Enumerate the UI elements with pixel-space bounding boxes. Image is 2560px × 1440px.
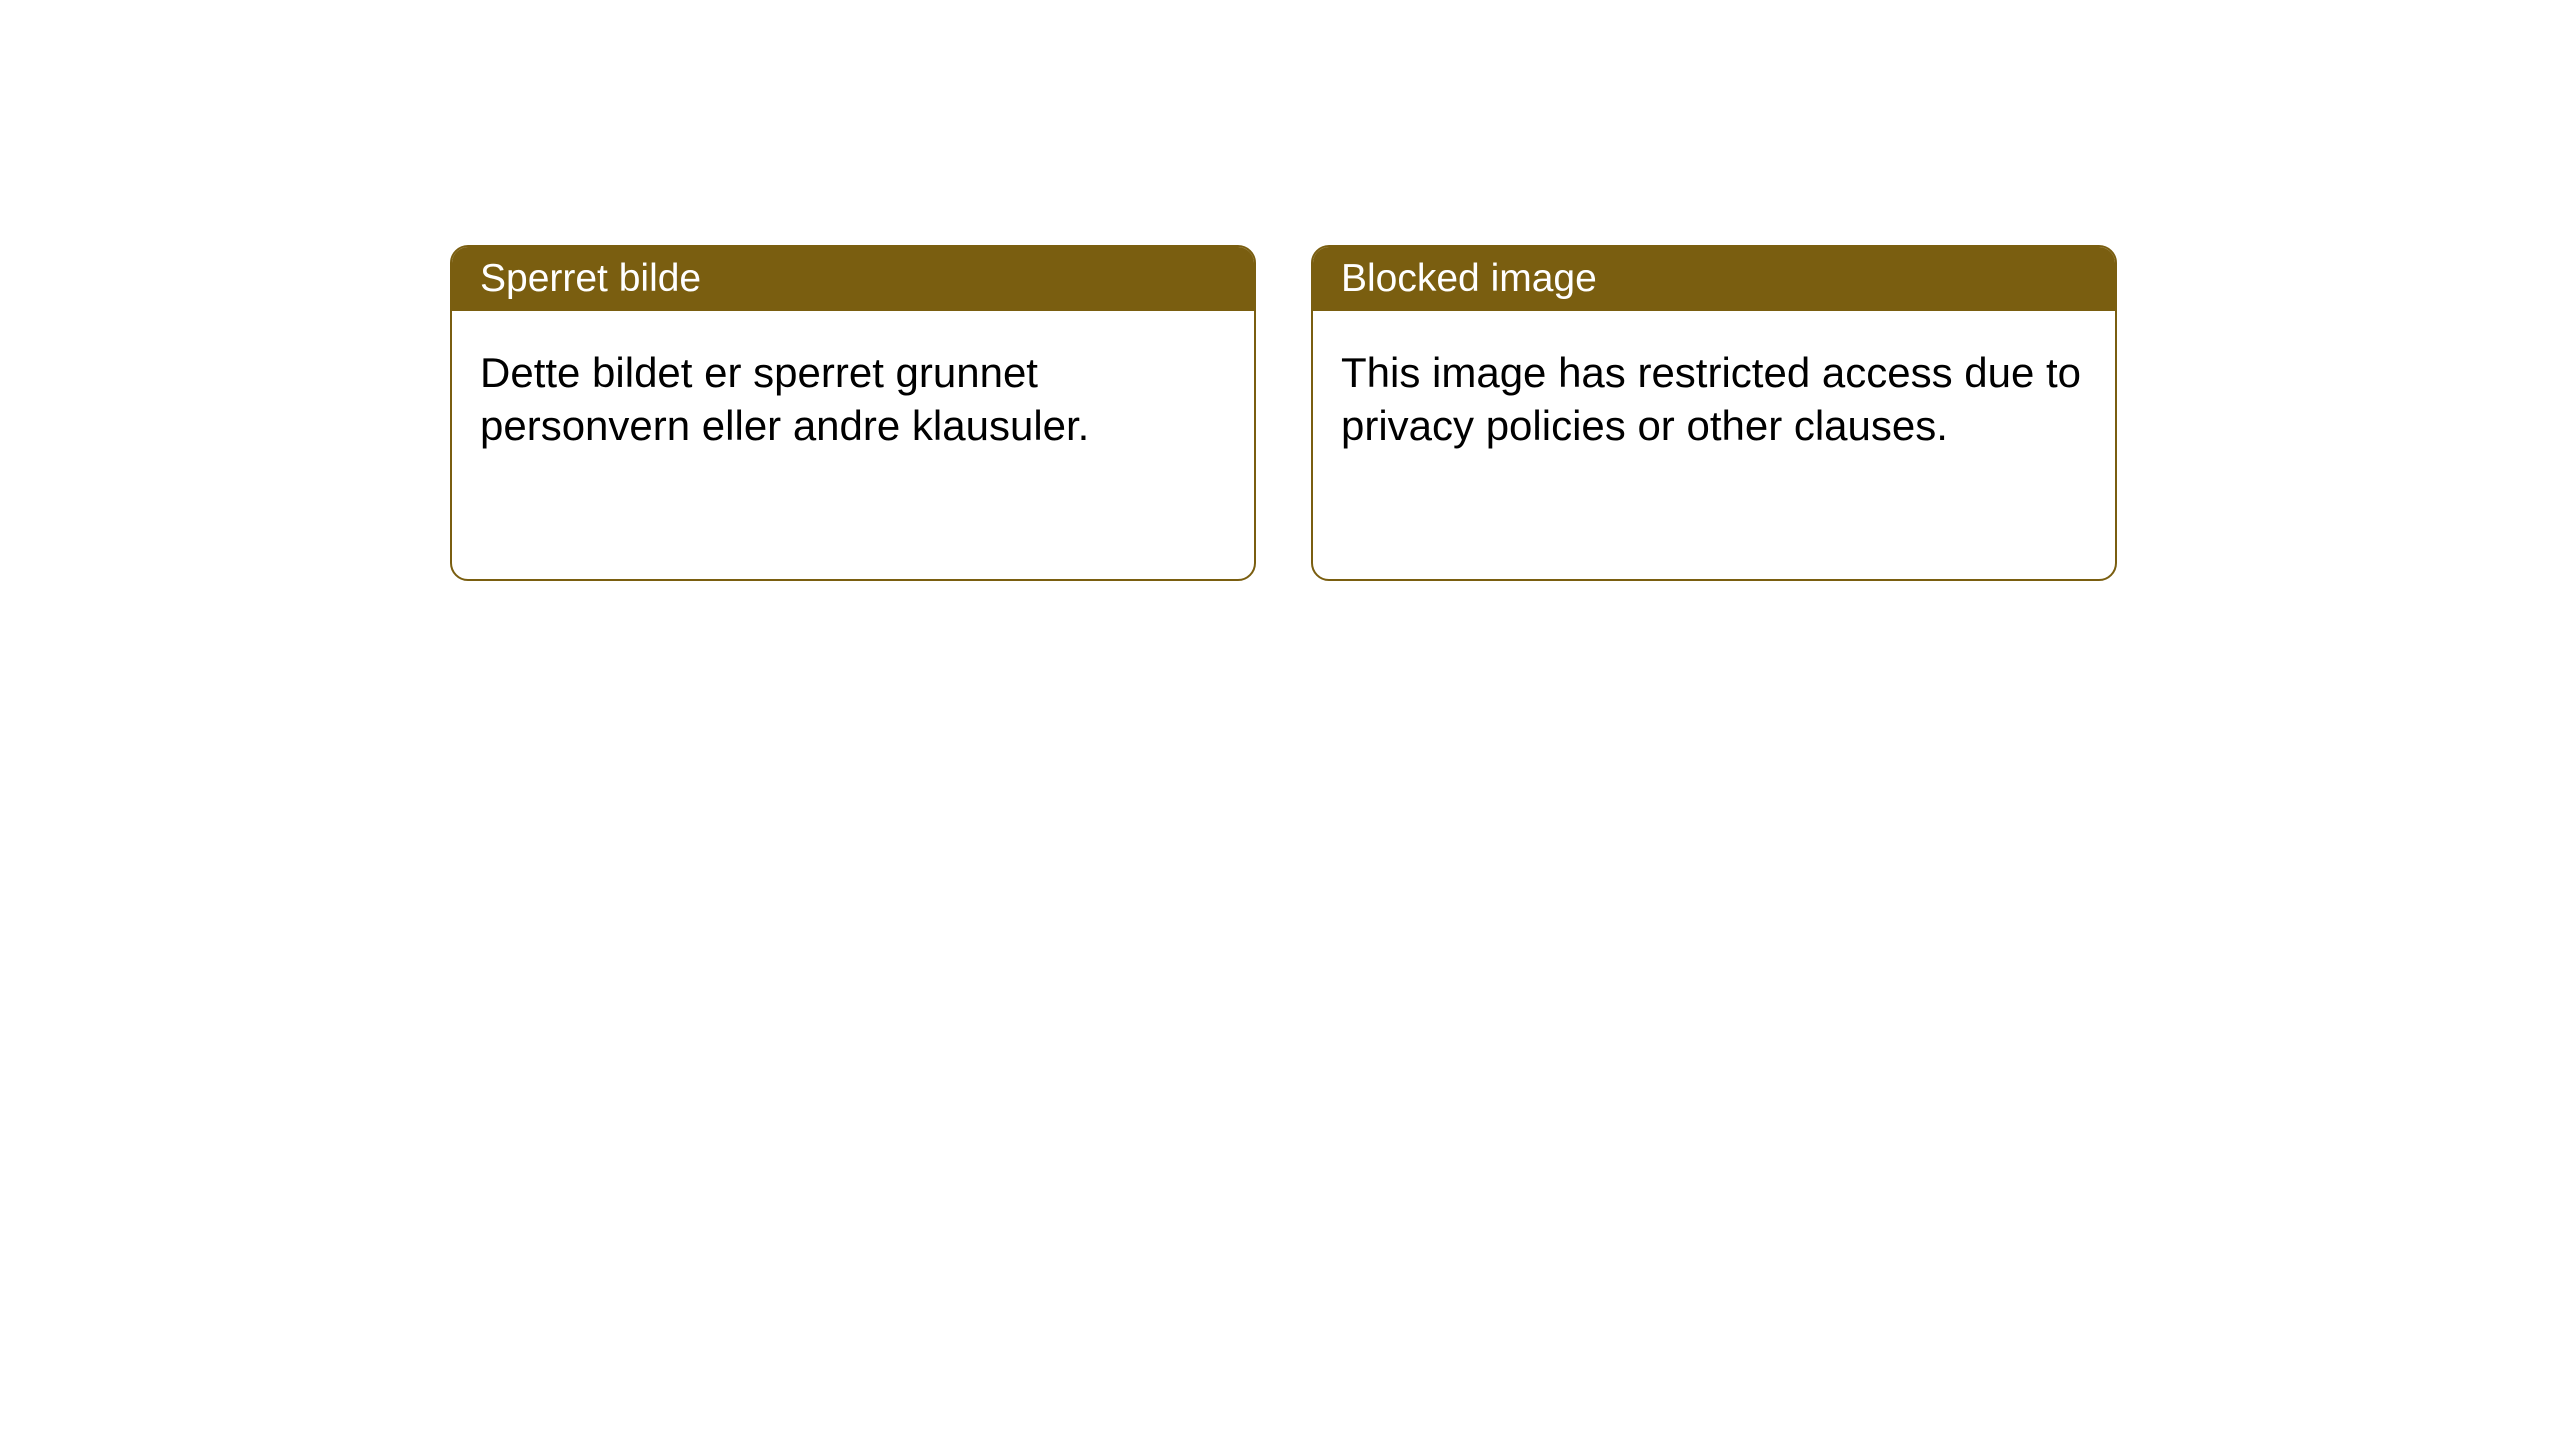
notice-title: Sperret bilde bbox=[480, 257, 701, 300]
notice-container: Sperret bilde Dette bildet er sperret gr… bbox=[0, 0, 2560, 581]
notice-text: Dette bildet er sperret grunnet personve… bbox=[480, 349, 1089, 449]
notice-card-english: Blocked image This image has restricted … bbox=[1311, 245, 2117, 581]
notice-card-norwegian: Sperret bilde Dette bildet er sperret gr… bbox=[450, 245, 1256, 581]
notice-body: This image has restricted access due to … bbox=[1313, 311, 2115, 488]
notice-title: Blocked image bbox=[1341, 257, 1597, 300]
notice-body: Dette bildet er sperret grunnet personve… bbox=[452, 311, 1254, 488]
notice-text: This image has restricted access due to … bbox=[1341, 349, 2081, 449]
notice-header: Sperret bilde bbox=[452, 247, 1254, 311]
notice-header: Blocked image bbox=[1313, 247, 2115, 311]
